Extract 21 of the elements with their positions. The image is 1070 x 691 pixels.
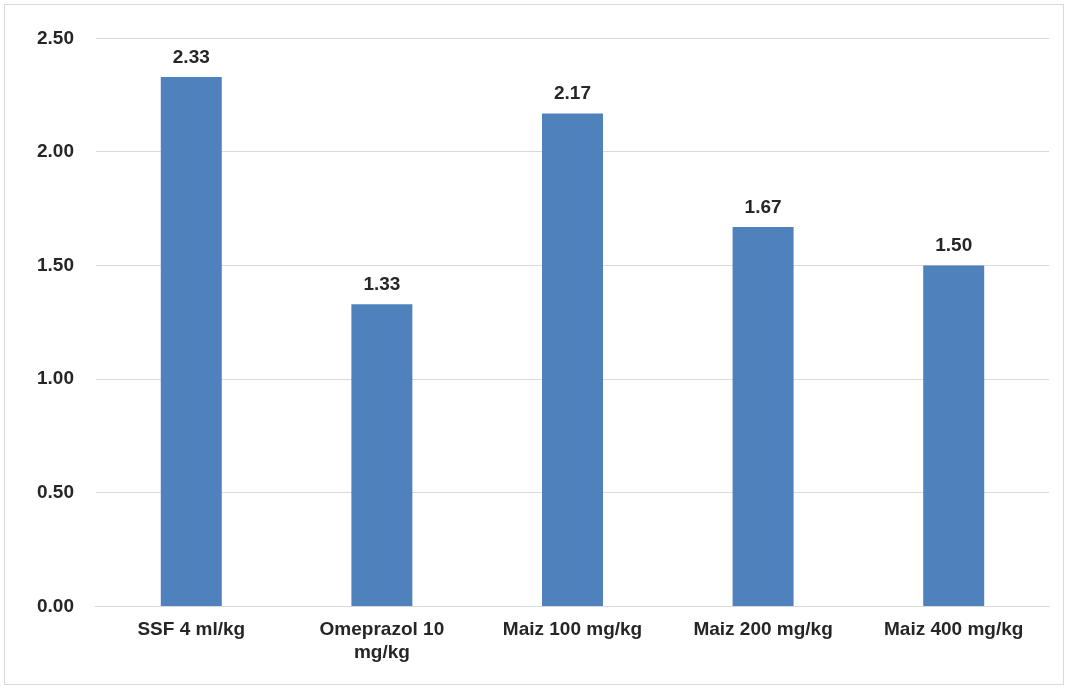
y-tick-label: 2.50 bbox=[37, 26, 74, 48]
bar bbox=[351, 304, 413, 606]
x-tick-label: Maiz 400 mg/kg bbox=[884, 618, 1024, 640]
x-tick-label: Maiz 100 mg/kg bbox=[502, 618, 643, 640]
bar bbox=[732, 226, 794, 606]
x-tick-label: SSF 4 ml/kg bbox=[137, 618, 246, 640]
x-tick-label: Omeprazol 10 mg/kg bbox=[319, 618, 445, 662]
y-tick-label: 2.00 bbox=[37, 140, 74, 162]
x-tick-label: Maiz 200 mg/kg bbox=[693, 618, 833, 640]
y-tick-label: 0.50 bbox=[37, 481, 74, 503]
y-tick-label: 1.50 bbox=[37, 253, 74, 275]
data-label: 1.67 bbox=[744, 195, 782, 217]
data-label: 1.50 bbox=[935, 234, 973, 256]
bar bbox=[160, 77, 222, 606]
bar bbox=[923, 265, 985, 606]
y-tick-label: 1.00 bbox=[37, 367, 74, 389]
data-label: 2.33 bbox=[172, 45, 210, 67]
data-label: 1.33 bbox=[363, 272, 401, 294]
data-label: 2.17 bbox=[554, 82, 591, 104]
y-tick-label: 0.00 bbox=[37, 594, 74, 616]
bar bbox=[541, 113, 603, 606]
